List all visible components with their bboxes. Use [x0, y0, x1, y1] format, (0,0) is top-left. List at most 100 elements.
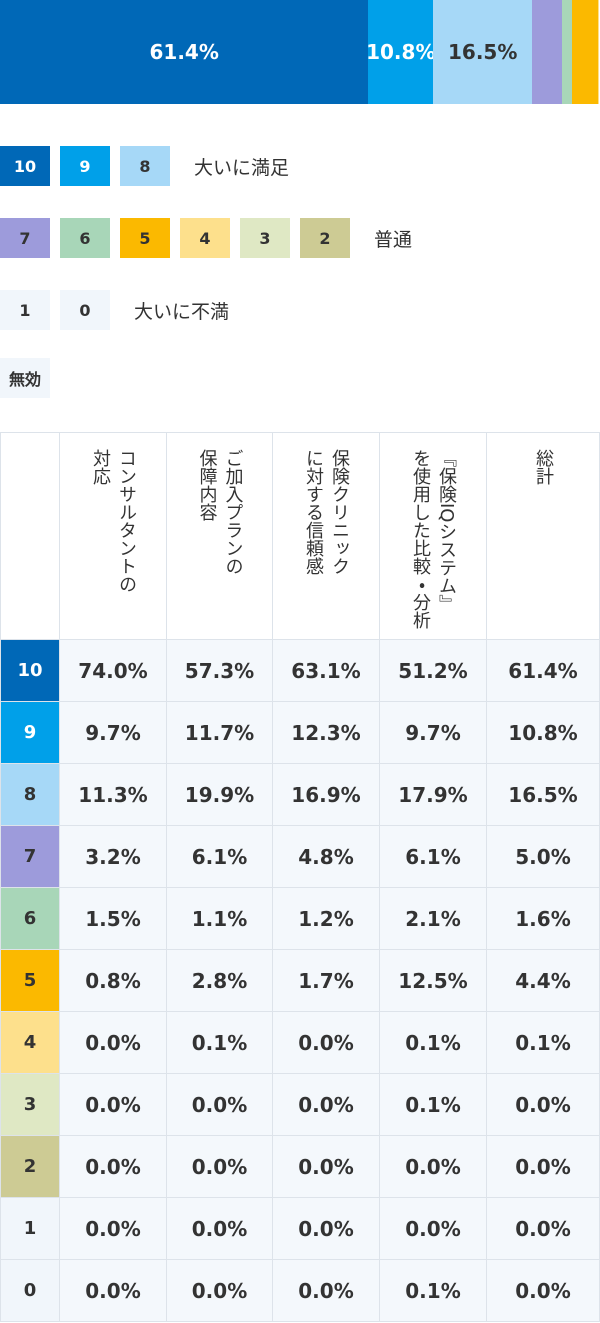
cell-text: 74.0%: [78, 658, 148, 683]
cell-text: 0.0%: [298, 1278, 354, 1303]
legend-group-label: 大いに満足: [194, 156, 290, 179]
cell-text: 0.0%: [191, 1092, 248, 1117]
cell-text: 1.6%: [515, 906, 571, 931]
table-cell: 0.0%: [380, 1198, 487, 1260]
cell-text: 4.4%: [515, 968, 571, 993]
cell-text: 0.0%: [191, 1278, 248, 1303]
cell-text: 0.0%: [515, 1216, 571, 1241]
cell-text: 0.8%: [85, 968, 141, 993]
cell-text: 0.0%: [85, 1216, 141, 1241]
table-cell: 9.7%: [60, 702, 167, 764]
row-label: 7: [0, 826, 60, 888]
cell-text: 19.9%: [184, 782, 255, 807]
column-header-text: 保険クリニック に対する信頼感: [300, 449, 352, 639]
table-cell: 0.0%: [60, 1074, 167, 1136]
table-cell: 16.5%: [487, 764, 600, 826]
legend-swatch: 10: [0, 146, 50, 186]
table-cell: 1.5%: [60, 888, 167, 950]
bar-segment: 10.8%: [368, 0, 434, 104]
table-cell: 2.8%: [167, 950, 273, 1012]
column-header: ご加入プランの 保障内容: [167, 432, 273, 640]
cell-text: 9.7%: [405, 720, 461, 745]
cell-text: 1.7%: [298, 968, 354, 993]
cell-text: 0.0%: [515, 1092, 571, 1117]
column-header-line: コンサルタントの: [116, 449, 137, 593]
table-cell: 0.0%: [273, 1074, 380, 1136]
table-cell: 2.1%: [380, 888, 487, 950]
column-header-text: ご加入プランの 保障内容: [194, 449, 246, 639]
table-cell: 63.1%: [273, 640, 380, 702]
cell-text: 1.5%: [85, 906, 141, 931]
bar-segment: [562, 0, 572, 104]
table-cell: 10.8%: [487, 702, 600, 764]
column-header-line: を使用した比較・分析: [410, 449, 431, 629]
cell-text: 0.1%: [515, 1030, 571, 1055]
cell-text: 16.5%: [508, 782, 578, 807]
table-cell: 57.3%: [167, 640, 273, 702]
column-header-line: 保険クリニック: [329, 449, 350, 575]
cell-text: 0.0%: [298, 1030, 354, 1055]
column-header-line: 総計: [533, 449, 554, 485]
table-cell: 0.1%: [380, 1074, 487, 1136]
legend-swatch: 8: [120, 146, 170, 186]
table-cell: 0.0%: [60, 1012, 167, 1074]
table-cell: 0.0%: [380, 1136, 487, 1198]
legend-swatch: 無効: [0, 358, 50, 398]
cell-text: 0.1%: [191, 1030, 248, 1055]
cell-text: 0.0%: [85, 1030, 141, 1055]
cell-text: 0.1%: [405, 1092, 461, 1117]
table-cell: 4.4%: [487, 950, 600, 1012]
table-cell: 0.1%: [380, 1012, 487, 1074]
column-header-line: ご加入プランの: [222, 449, 244, 575]
bar-segment-label: 16.5%: [447, 40, 518, 64]
cell-text: 0.0%: [191, 1154, 248, 1179]
column-header: 総計: [487, 432, 600, 640]
row-label: 9: [0, 702, 60, 764]
table-cell: 16.9%: [273, 764, 380, 826]
table-cell: 11.3%: [60, 764, 167, 826]
table-cell: 3.2%: [60, 826, 167, 888]
cell-text: 0.1%: [405, 1278, 461, 1303]
cell-text: 0.0%: [515, 1154, 571, 1179]
stacked-bar: 61.4% 10.8% 16.5%: [0, 0, 600, 104]
cell-text: 0.0%: [298, 1092, 354, 1117]
cell-text: 0.0%: [298, 1216, 354, 1241]
cell-text: 57.3%: [184, 658, 255, 683]
table-cell: 0.0%: [60, 1260, 167, 1322]
table-cell: 0.0%: [487, 1260, 600, 1322]
table-cell: 1.6%: [487, 888, 600, 950]
table-cell: 61.4%: [487, 640, 600, 702]
table-cell: 0.0%: [487, 1136, 600, 1198]
cell-text: 4.8%: [298, 844, 354, 869]
column-header-line: 保障内容: [196, 449, 218, 521]
cell-text: 0.0%: [85, 1278, 141, 1303]
bar-segment: [571, 0, 599, 104]
table-cell: 0.0%: [273, 1136, 380, 1198]
legend-swatch: 7: [0, 218, 50, 258]
cell-text: 17.9%: [398, 782, 468, 807]
cell-text: 0.0%: [85, 1154, 141, 1179]
table-cell: 9.7%: [380, 702, 487, 764]
cell-text: 6.1%: [191, 844, 248, 869]
table-cell: 0.0%: [167, 1260, 273, 1322]
bar-segment: [532, 0, 563, 104]
table-cell: 19.9%: [167, 764, 273, 826]
legend-group-label: 大いに不満: [134, 300, 230, 323]
table-cell: 0.0%: [273, 1260, 380, 1322]
table-cell: 0.0%: [167, 1198, 273, 1260]
cell-text: 11.3%: [78, 782, 148, 807]
cell-text: 0.0%: [405, 1216, 461, 1241]
table-cell: 51.2%: [380, 640, 487, 702]
table-cell: 1.1%: [167, 888, 273, 950]
row-label: 5: [0, 950, 60, 1012]
table-cell: 0.8%: [60, 950, 167, 1012]
cell-text: 0.1%: [405, 1030, 461, 1055]
table-cell: 0.0%: [273, 1198, 380, 1260]
legend-swatch: 9: [60, 146, 110, 186]
cell-text: 1.1%: [191, 906, 248, 931]
row-label: 10: [0, 640, 60, 702]
column-header: 『保険IQシステム』 を使用した比較・分析: [380, 432, 487, 640]
row-label: 8: [0, 764, 60, 826]
table-cell: 4.8%: [273, 826, 380, 888]
legend-swatch: 2: [300, 218, 350, 258]
